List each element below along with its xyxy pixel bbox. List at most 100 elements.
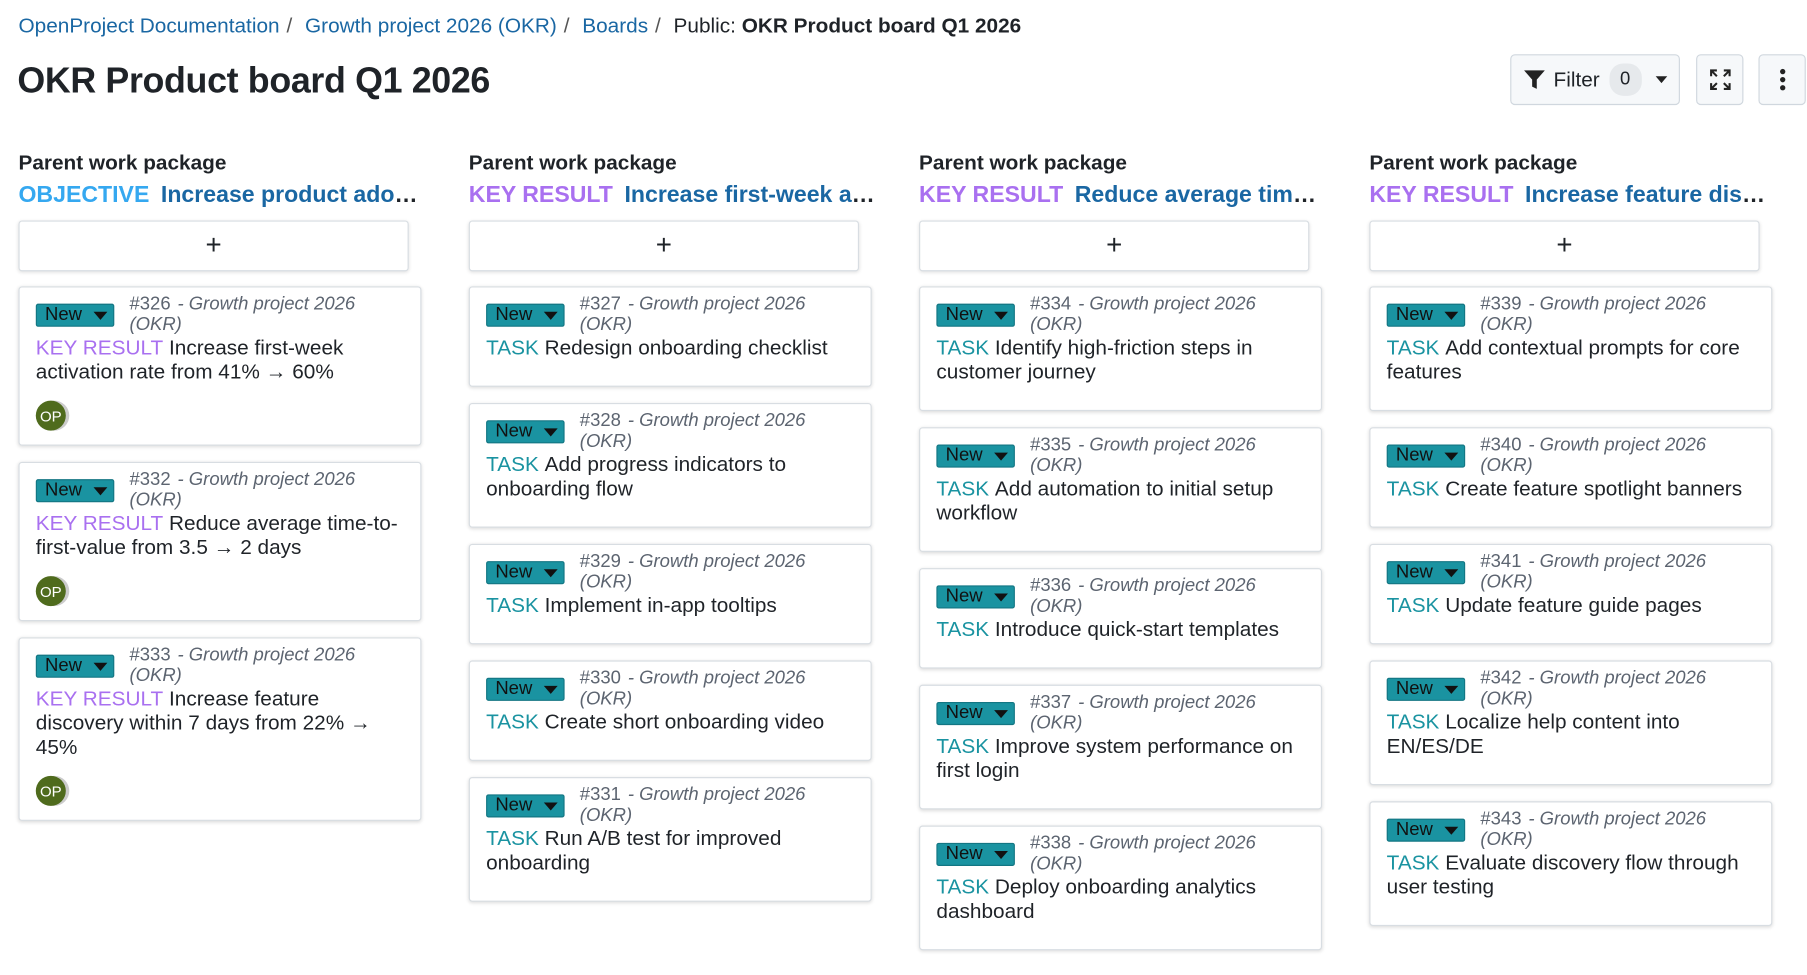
work-package-card[interactable]: New #328- Growth project 2026 (OKR) TASK… bbox=[468, 402, 872, 528]
breadcrumb-current: OKR Product board Q1 2026 bbox=[741, 13, 1022, 37]
more-options-button[interactable] bbox=[1758, 54, 1806, 106]
card-title[interactable]: TASK Evaluate discovery flow through user… bbox=[1387, 851, 1755, 899]
card-title[interactable]: TASK Add automation to initial setup work… bbox=[936, 477, 1304, 525]
status-dropdown[interactable]: New bbox=[936, 303, 1016, 327]
work-package-id[interactable]: #342 bbox=[1480, 668, 1522, 689]
work-package-id[interactable]: #328 bbox=[579, 411, 621, 431]
status-dropdown[interactable]: New bbox=[936, 701, 1016, 726]
card-title[interactable]: TASK Localize help content into EN/ES/DE bbox=[1387, 710, 1755, 758]
work-package-card[interactable]: New #337- Growth project 2026 (OKR) TASK… bbox=[919, 684, 1323, 810]
card-subject: Add contextual prompts for core features bbox=[1386, 335, 1740, 384]
status-dropdown[interactable]: New bbox=[486, 303, 565, 327]
card-title[interactable]: TASK Redesign onboarding checklist bbox=[486, 336, 854, 360]
work-package-id[interactable]: #334 bbox=[1030, 294, 1072, 315]
work-package-id[interactable]: #333 bbox=[129, 645, 171, 666]
card-type: TASK bbox=[1386, 593, 1440, 617]
work-package-card[interactable]: New #342- Growth project 2026 (OKR) TASK… bbox=[1369, 660, 1773, 786]
work-package-card[interactable]: New #335- Growth project 2026 (OKR) TASK… bbox=[919, 427, 1323, 552]
avatar[interactable]: OP bbox=[35, 775, 66, 806]
work-package-card[interactable]: New #331- Growth project 2026 (OKR) TASK… bbox=[468, 777, 872, 902]
work-package-id[interactable]: #331 bbox=[579, 785, 621, 805]
work-package-card[interactable]: New #326- Growth project 2026 (OKR) KEY … bbox=[18, 286, 422, 446]
card-title[interactable]: TASK Introduce quick-start templates bbox=[936, 618, 1304, 642]
card-title[interactable]: TASK Create feature spotlight banners bbox=[1387, 477, 1755, 501]
work-package-id[interactable]: #339 bbox=[1480, 294, 1522, 315]
breadcrumb-link[interactable]: Growth project 2026 (OKR) bbox=[304, 13, 557, 37]
status-dropdown[interactable]: New bbox=[486, 420, 565, 444]
card-title[interactable]: TASK Improve system performance on first … bbox=[936, 734, 1304, 782]
status-dropdown[interactable]: New bbox=[486, 677, 565, 701]
work-package-id[interactable]: #330 bbox=[579, 668, 621, 689]
work-package-card[interactable]: New #336- Growth project 2026 (OKR) TASK… bbox=[919, 568, 1323, 669]
status-dropdown[interactable]: New bbox=[486, 561, 565, 585]
card-title[interactable]: KEY RESULT Increase first-week activation… bbox=[36, 336, 404, 384]
status-dropdown[interactable]: New bbox=[936, 444, 1016, 468]
card-subject: Introduce quick-start templates bbox=[994, 617, 1280, 641]
column-parent-link[interactable]: KEY RESULT Increase first-week activation… bbox=[469, 181, 875, 209]
status-dropdown[interactable]: New bbox=[1386, 303, 1466, 327]
work-package-id[interactable]: #335 bbox=[1030, 435, 1072, 455]
work-package-card[interactable]: New #327- Growth project 2026 (OKR) TASK… bbox=[468, 286, 872, 387]
work-package-card[interactable]: New #330- Growth project 2026 (OKR) TASK… bbox=[468, 660, 872, 761]
status-dropdown[interactable]: New bbox=[1386, 561, 1466, 585]
work-package-id[interactable]: #336 bbox=[1030, 576, 1072, 596]
work-package-card[interactable]: New #343- Growth project 2026 (OKR) TASK… bbox=[1369, 801, 1773, 926]
status-dropdown[interactable]: New bbox=[35, 303, 115, 327]
card-type: TASK bbox=[486, 826, 539, 850]
filter-button[interactable]: Filter 0 bbox=[1510, 54, 1680, 106]
work-package-card[interactable]: New #340- Growth project 2026 (OKR) TASK… bbox=[1369, 427, 1773, 528]
card-title[interactable]: TASK Add progress indicators to onboardin… bbox=[486, 453, 854, 501]
status-dropdown[interactable]: New bbox=[1386, 818, 1466, 842]
work-package-id[interactable]: #338 bbox=[1030, 833, 1072, 854]
work-package-card[interactable]: New #333- Growth project 2026 (OKR) KEY … bbox=[18, 637, 422, 821]
work-package-id[interactable]: #340 bbox=[1480, 435, 1522, 455]
card-title[interactable]: TASK Create short onboarding video bbox=[486, 710, 854, 734]
work-package-card[interactable]: New #339- Growth project 2026 (OKR) TASK… bbox=[1369, 286, 1773, 412]
work-package-id[interactable]: #341 bbox=[1480, 551, 1522, 572]
add-card-button[interactable]: + bbox=[1369, 220, 1760, 272]
card-subject: Localize help content into EN/ES/DE bbox=[1386, 710, 1680, 758]
column-parent-link[interactable]: OBJECTIVE Increase product adoption bbox=[18, 181, 424, 209]
avatar[interactable]: OP bbox=[35, 400, 66, 431]
card-title[interactable]: TASK Update feature guide pages bbox=[1387, 593, 1755, 617]
card-type: TASK bbox=[936, 734, 990, 758]
work-package-card[interactable]: New #332- Growth project 2026 (OKR) KEY … bbox=[18, 461, 422, 622]
work-package-card[interactable]: New #341- Growth project 2026 (OKR) TASK… bbox=[1369, 543, 1773, 645]
card-subject: Reduce average time-to-first-value from … bbox=[35, 511, 398, 559]
work-package-id[interactable]: #327 bbox=[579, 294, 621, 315]
work-package-card[interactable]: New #338- Growth project 2026 (OKR) TASK… bbox=[919, 825, 1323, 951]
card-title[interactable]: TASK Deploy onboarding analytics dashboar… bbox=[936, 875, 1304, 923]
avatar[interactable]: OP bbox=[35, 576, 66, 607]
work-package-id[interactable]: #337 bbox=[1030, 692, 1072, 713]
column-parent-link[interactable]: KEY RESULT Increase feature discovery bbox=[1369, 181, 1775, 209]
status-dropdown[interactable]: New bbox=[35, 479, 115, 503]
work-package-id[interactable]: #329 bbox=[579, 551, 621, 572]
add-card-button[interactable]: + bbox=[919, 220, 1310, 272]
status-dropdown[interactable]: New bbox=[1386, 444, 1466, 468]
caret-down-icon bbox=[1444, 452, 1459, 461]
breadcrumb-link[interactable]: OpenProject Documentation bbox=[18, 13, 280, 37]
status-dropdown[interactable]: New bbox=[1386, 677, 1466, 701]
status-dropdown[interactable]: New bbox=[936, 585, 1016, 609]
work-package-id[interactable]: #326 bbox=[129, 294, 171, 315]
card-title[interactable]: TASK Add contextual prompts for core feat… bbox=[1387, 336, 1755, 384]
breadcrumb-link[interactable]: Boards bbox=[582, 13, 649, 37]
work-package-card[interactable]: New #334- Growth project 2026 (OKR) TASK… bbox=[919, 286, 1323, 412]
card-title[interactable]: KEY RESULT Increase feature discovery wit… bbox=[36, 687, 404, 760]
project-name: - Growth project 2026 (OKR) bbox=[1030, 692, 1256, 734]
status-dropdown[interactable]: New bbox=[486, 794, 565, 818]
work-package-id[interactable]: #332 bbox=[129, 469, 171, 490]
status-dropdown[interactable]: New bbox=[936, 842, 1016, 866]
add-card-button[interactable]: + bbox=[18, 220, 409, 272]
card-title[interactable]: TASK Run A/B test for improved onboarding bbox=[486, 827, 854, 875]
card-title[interactable]: TASK Identify high-friction steps in cust… bbox=[936, 336, 1304, 384]
work-package-card[interactable]: New #329- Growth project 2026 (OKR) TASK… bbox=[468, 543, 872, 645]
card-title[interactable]: TASK Implement in-app tooltips bbox=[486, 593, 854, 617]
work-package-id[interactable]: #343 bbox=[1480, 809, 1522, 830]
project-name: - Growth project 2026 (OKR) bbox=[579, 785, 806, 826]
status-dropdown[interactable]: New bbox=[35, 654, 115, 678]
fullscreen-button[interactable] bbox=[1696, 54, 1744, 106]
card-title[interactable]: KEY RESULT Reduce average time-to-first-v… bbox=[36, 511, 404, 559]
column-parent-link[interactable]: KEY RESULT Reduce average time-to-first-v… bbox=[919, 181, 1325, 209]
add-card-button[interactable]: + bbox=[468, 220, 860, 272]
